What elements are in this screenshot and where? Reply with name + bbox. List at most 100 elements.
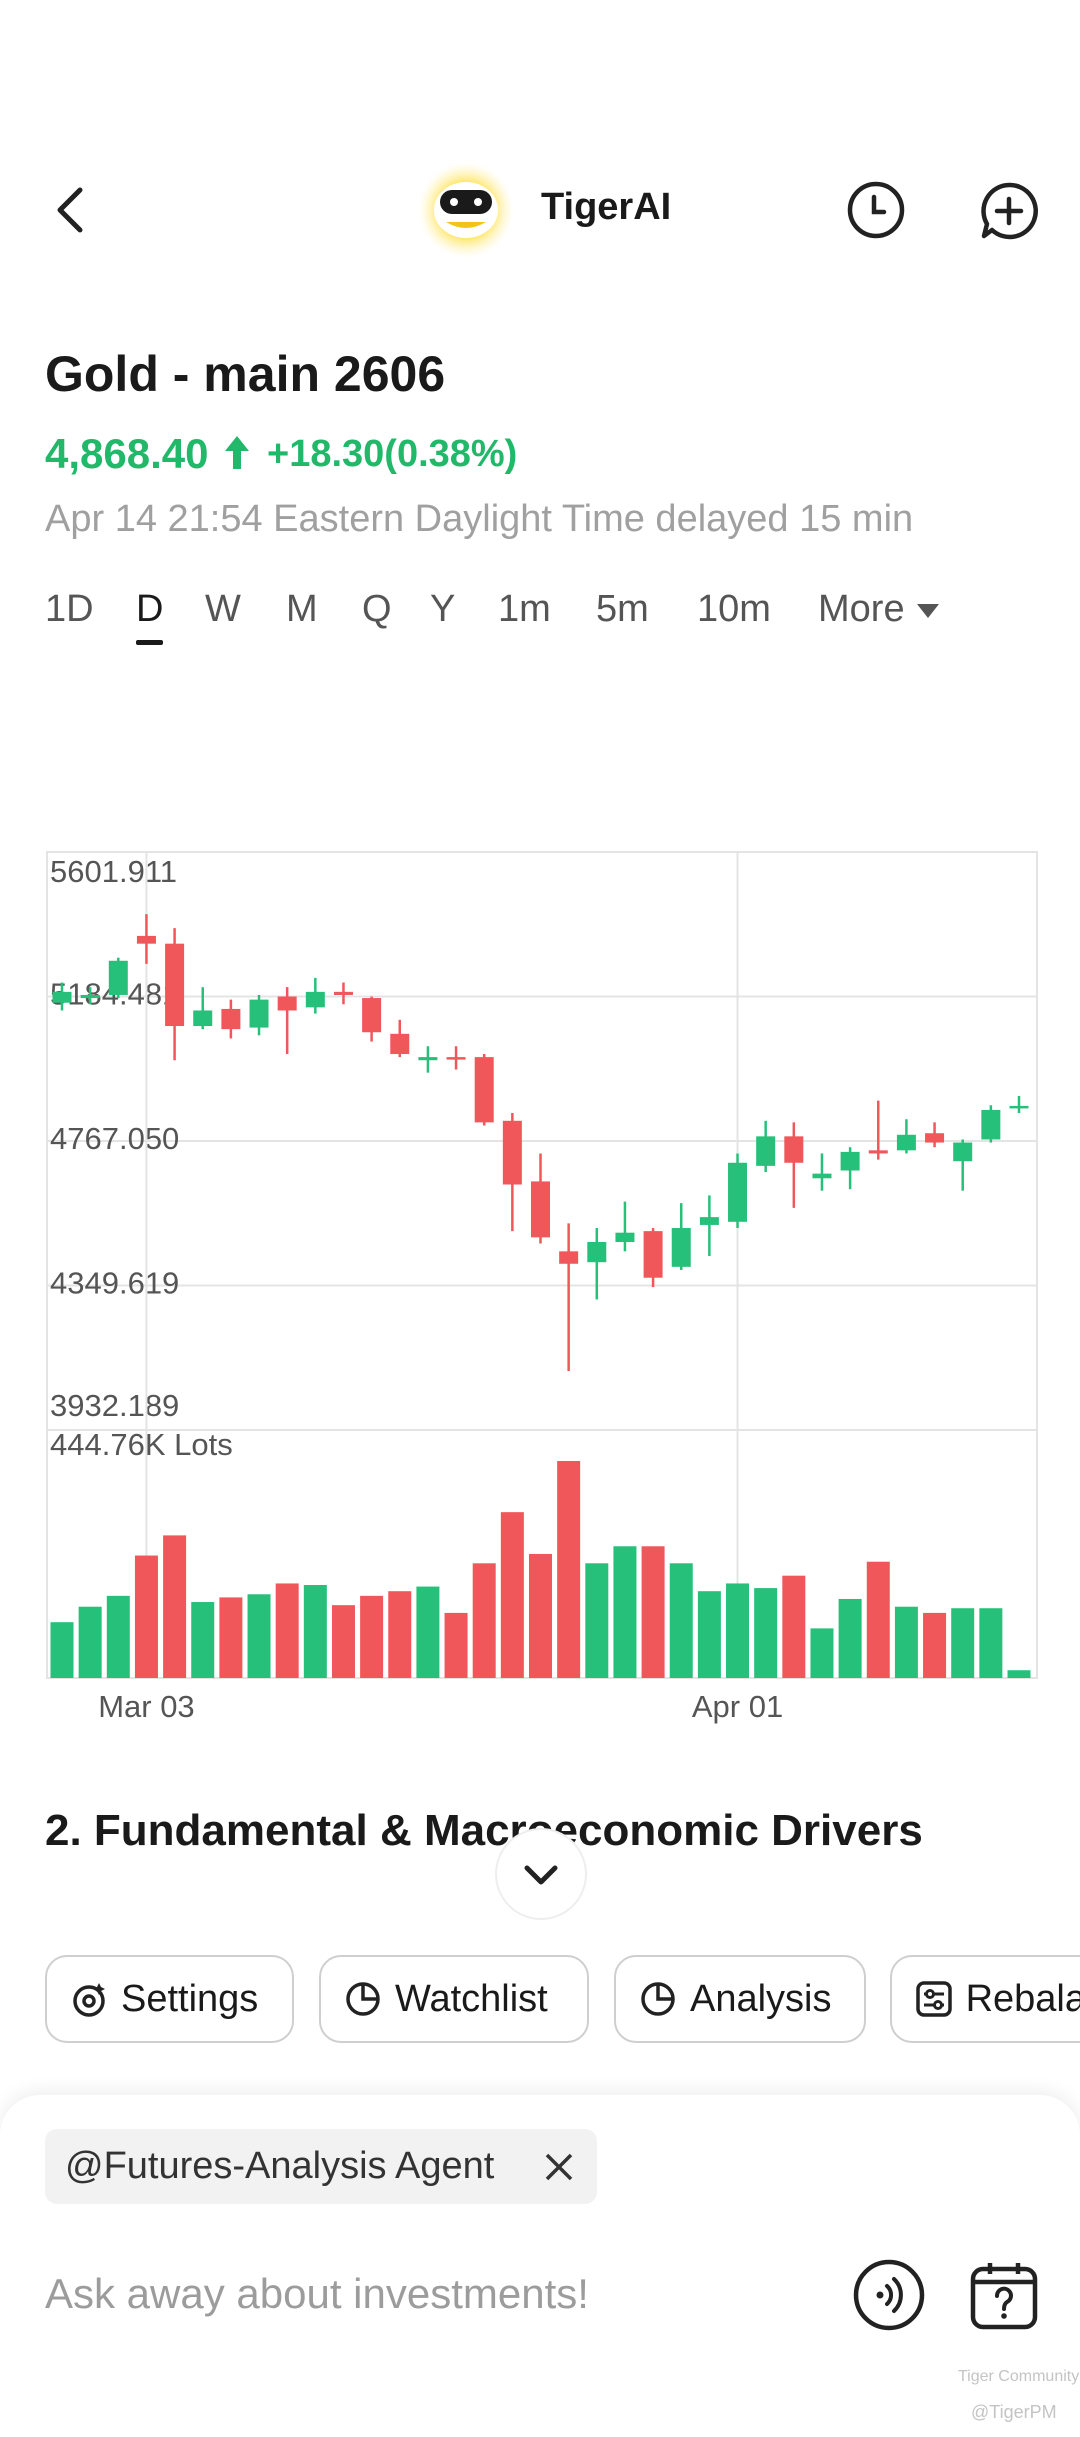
chip-rebalance[interactable]: Rebala: [890, 1955, 1080, 2043]
watermark-handle: @TigerPM: [971, 2402, 1057, 2422]
period-label: 1D: [45, 588, 94, 630]
candle-body: [953, 1142, 973, 1162]
volume-bar: [50, 1622, 74, 1678]
candle-body: [221, 1008, 241, 1030]
agent-tag[interactable]: @Futures-Analysis Agent: [45, 2129, 597, 2204]
candle-body: [728, 1162, 748, 1222]
period-label: More: [818, 588, 905, 630]
volume-bar: [416, 1586, 440, 1678]
volume-bar: [275, 1583, 299, 1678]
candle-body: [474, 1057, 494, 1123]
pie-icon: [346, 1982, 380, 2016]
new-chat-button[interactable]: [978, 180, 1040, 242]
chip-label: Settings: [121, 1977, 259, 2020]
period-label: 5m: [596, 588, 649, 630]
candle-body: [615, 1232, 635, 1242]
sliders-icon: [916, 1981, 952, 2017]
chip-analysis[interactable]: Analysis: [614, 1955, 866, 2043]
period-label: W: [205, 588, 241, 630]
selected-underline: [136, 640, 164, 645]
candle-body: [784, 1136, 804, 1163]
candle-body: [165, 943, 185, 1027]
watermark-brand: Tiger Community: [958, 2368, 1080, 2385]
quote-time: Apr 14 21:54 Eastern Daylight Time delay…: [45, 498, 914, 540]
section-heading: 2. Fundamental & Macroeconomic Drivers: [45, 1806, 923, 1855]
candle-body: [671, 1228, 691, 1267]
period-tab[interactable]: More: [818, 588, 941, 631]
candlestick-chart: 5601.9115184.4814767.0504349.6193932.189…: [46, 851, 1038, 1724]
y-tick-label: 5601.911: [50, 854, 177, 889]
volume-bar: [106, 1595, 130, 1678]
volume-bar: [697, 1591, 721, 1678]
volume-bar: [923, 1612, 947, 1678]
candle-body: [333, 991, 353, 995]
volume-bar: [894, 1606, 918, 1678]
chip-settings[interactable]: Settings: [45, 1955, 294, 2043]
period-label: D: [136, 588, 164, 630]
candle-body: [559, 1251, 579, 1264]
period-tab[interactable]: 5m: [596, 588, 649, 631]
volume-bar: [726, 1583, 750, 1678]
pie-icon: [641, 1982, 675, 2016]
instrument-name: Gold - main 2606: [45, 346, 446, 402]
candle-body: [446, 1057, 466, 1060]
period-tab[interactable]: 1m: [498, 588, 551, 631]
volume-tick-label: 444.76K Lots: [50, 1427, 233, 1462]
volume-bar: [979, 1608, 1003, 1678]
volume-bar: [388, 1591, 412, 1678]
volume-bar: [247, 1594, 271, 1678]
candle-body: [418, 1057, 438, 1061]
volume-bar: [444, 1612, 468, 1678]
candle-body: [925, 1133, 945, 1143]
volume-bar: [331, 1605, 355, 1678]
period-tab[interactable]: 10m: [697, 588, 771, 631]
volume-bar: [163, 1535, 187, 1678]
period-tab[interactable]: Y: [430, 588, 455, 631]
input-placeholder[interactable]: Ask away about investments!: [45, 2270, 589, 2317]
volume-bar: [585, 1563, 609, 1678]
candle-body: [277, 996, 297, 1011]
period-tab[interactable]: 1D: [45, 588, 94, 631]
candle-body: [840, 1151, 860, 1171]
volume-bar: [951, 1608, 975, 1678]
candle-body: [756, 1136, 776, 1166]
candle-body: [699, 1217, 719, 1225]
y-tick-label: 4767.050: [50, 1121, 179, 1156]
period-tab[interactable]: Q: [362, 588, 392, 631]
volume-bar: [557, 1461, 581, 1678]
candle-body: [108, 960, 128, 995]
period-tab[interactable]: D: [136, 588, 164, 645]
chip-label: Watchlist: [395, 1977, 548, 2020]
chip-watchlist[interactable]: Watchlist: [319, 1955, 589, 2043]
candle-body: [587, 1241, 607, 1263]
volume-bar: [472, 1563, 496, 1678]
candle-body: [868, 1150, 888, 1154]
voice-button[interactable]: [852, 2258, 926, 2332]
y-tick-label: 4349.619: [50, 1266, 179, 1301]
settings-icon: [73, 1983, 105, 2017]
volume-bar: [134, 1555, 158, 1678]
period-tab[interactable]: M: [286, 588, 318, 631]
candle-body: [643, 1231, 663, 1278]
scroll-down-button[interactable]: [493, 1826, 589, 1922]
candle-body: [362, 998, 382, 1033]
volume-bar: [641, 1546, 665, 1678]
back-button[interactable]: [40, 180, 100, 240]
candle-body: [896, 1134, 916, 1151]
candle-body: [502, 1120, 522, 1185]
candle-body: [981, 1109, 1001, 1140]
help-button[interactable]: [968, 2260, 1040, 2332]
candle-body: [249, 999, 269, 1028]
period-tab[interactable]: W: [205, 588, 241, 631]
tigerai-logo: [418, 162, 514, 258]
volume-bar: [78, 1606, 102, 1678]
candle-body: [52, 991, 72, 1003]
candle-body: [1009, 1105, 1029, 1109]
remove-tag-icon[interactable]: [541, 2149, 577, 2185]
agent-tag-label: @Futures-Analysis Agent: [65, 2145, 495, 2187]
app-title: TigerAI: [541, 186, 672, 228]
price-change: +18.30(0.38%): [267, 433, 518, 475]
history-button[interactable]: [846, 180, 906, 240]
candle-body: [80, 994, 100, 999]
volume-bar: [669, 1563, 693, 1678]
